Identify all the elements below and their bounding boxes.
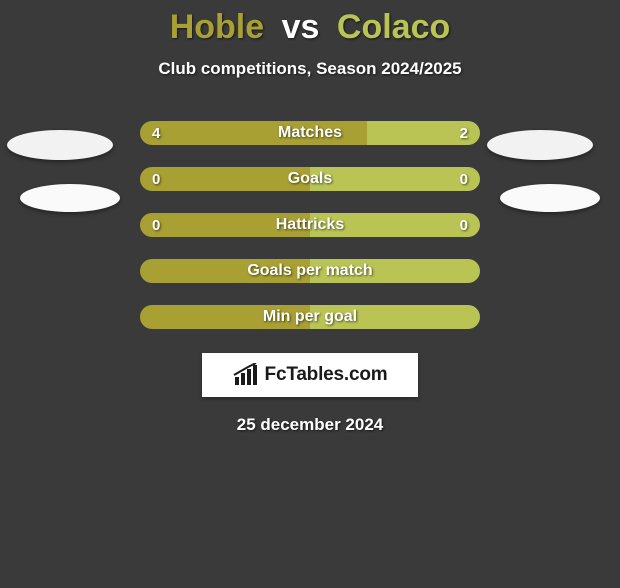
bar-left	[140, 121, 367, 145]
bar-left	[140, 167, 310, 191]
bar-left	[140, 305, 310, 329]
logo-text: FcTables.com	[265, 364, 388, 386]
player-oval-left-0	[7, 130, 113, 160]
player2-name: Colaco	[337, 8, 450, 46]
date-stamp: 25 december 2024	[0, 415, 620, 435]
player-oval-right-3	[500, 184, 600, 212]
stat-row-goals-per-match: Goals per match	[140, 259, 480, 283]
logo-chart-icon	[233, 363, 261, 387]
bar-left	[140, 259, 310, 283]
vs-text: vs	[282, 8, 320, 46]
stat-row-goals: Goals00	[140, 167, 480, 191]
player-oval-right-2	[487, 130, 593, 160]
stat-row-matches: Matches42	[140, 121, 480, 145]
bar-right	[367, 121, 480, 145]
bar-right	[310, 305, 480, 329]
player1-name: Hoble	[170, 8, 264, 46]
page-title: Hoble vs Colaco	[0, 8, 620, 47]
bar-right	[310, 213, 480, 237]
bar-right	[310, 259, 480, 283]
stat-row-min-per-goal: Min per goal	[140, 305, 480, 329]
subtitle: Club competitions, Season 2024/2025	[0, 59, 620, 79]
bar-left	[140, 213, 310, 237]
player-oval-left-1	[20, 184, 120, 212]
logo-box: FcTables.com	[202, 353, 418, 397]
bar-right	[310, 167, 480, 191]
stats-list: Matches42 Goals00 Hattricks00 Goals per mat…	[140, 121, 480, 329]
stat-row-hattricks: Hattricks00	[140, 213, 480, 237]
